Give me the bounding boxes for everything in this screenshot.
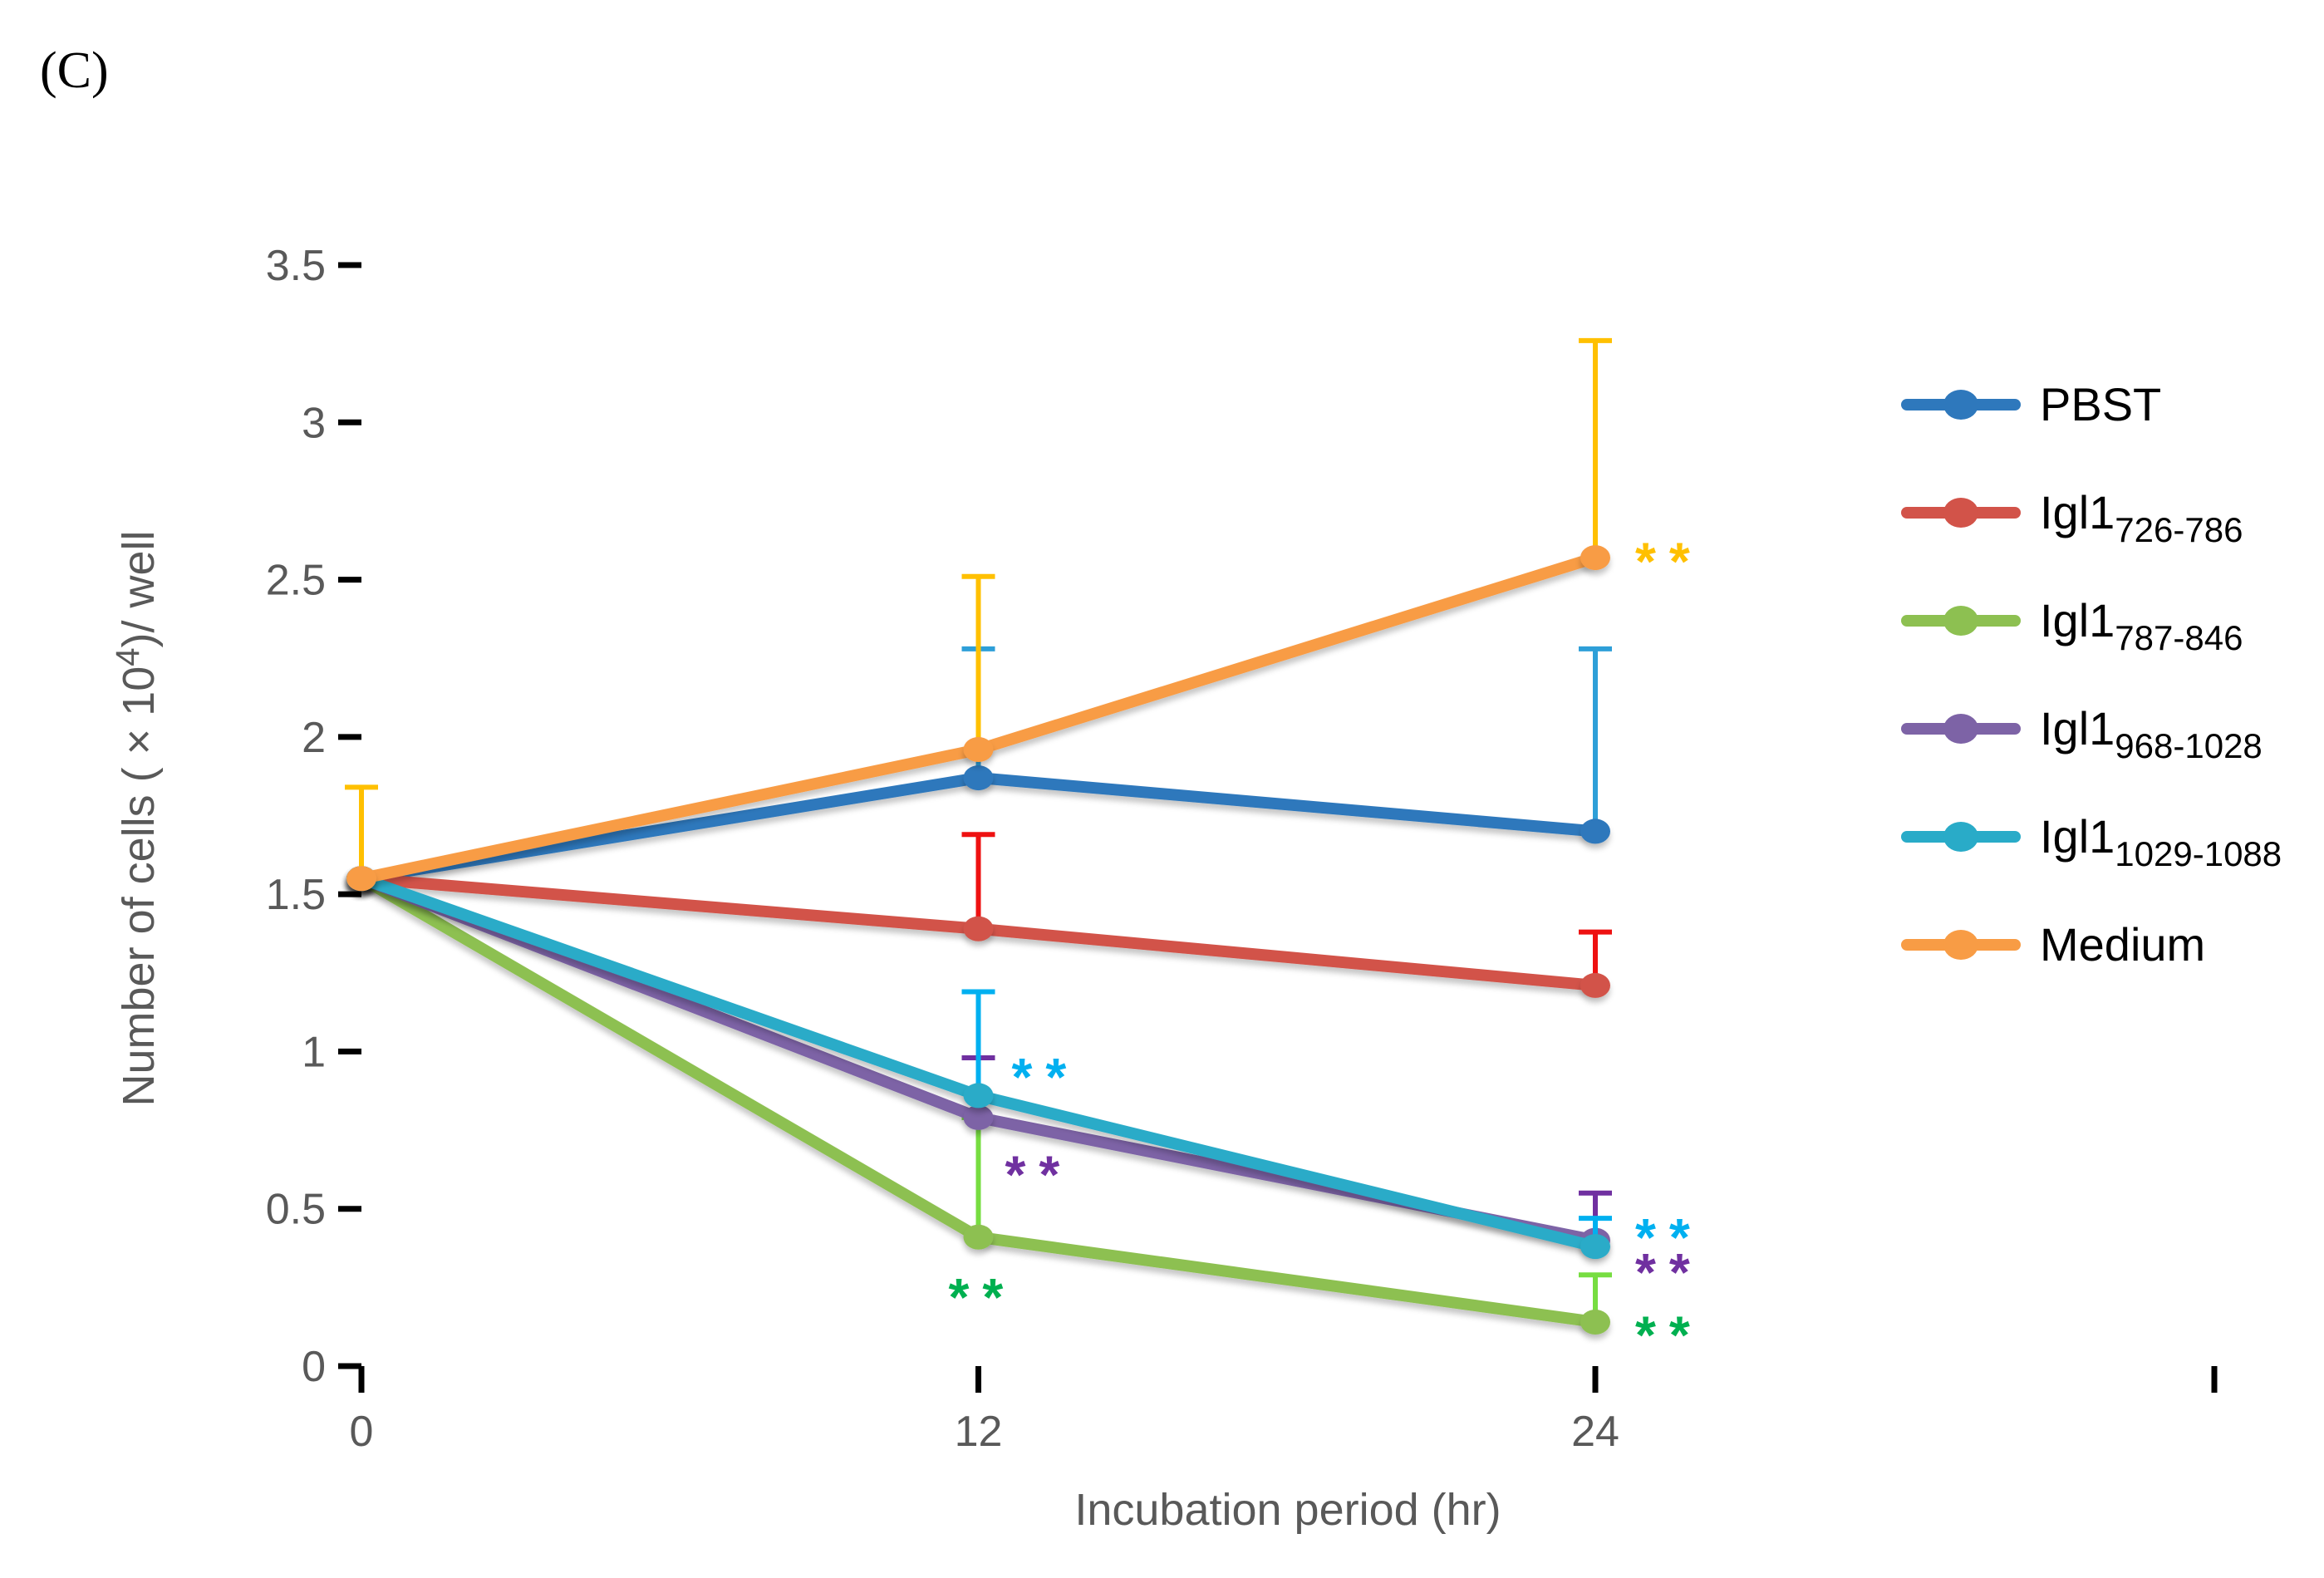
series-layer <box>345 337 1612 1335</box>
legend-swatch-marker <box>1943 498 1978 528</box>
significance-marker: ** <box>1635 531 1703 591</box>
legend-label: Igl1787-846 <box>2040 594 2243 657</box>
y-tick-label: 1.5 <box>266 871 326 919</box>
legend-label: PBST <box>2040 378 2161 430</box>
y-tick-label: 3 <box>302 399 326 447</box>
data-point-marker <box>1580 545 1610 571</box>
data-point-marker <box>1580 972 1610 998</box>
axes-layer: 0 0.5 1 1.5 2 2.5 3 3.5 0 12 24 <box>266 242 2218 1456</box>
significance-annotations: ************** <box>949 531 1703 1365</box>
legend-label-base: Igl1 <box>2040 594 2115 646</box>
legend-item-igl1-787-846: Igl1787-846 <box>1901 594 2243 657</box>
y-axis-title-text: Number of cells ( × 10 <box>114 666 164 1107</box>
figure-label: (C) <box>40 42 109 99</box>
legend-item-medium: Medium <box>1901 918 2205 971</box>
significance-marker: ** <box>949 1267 1017 1327</box>
data-point-marker <box>963 1083 994 1109</box>
data-point-marker <box>963 1224 994 1250</box>
legend: PBSTIgl1726-786Igl1787-846Igl1968-1028Ig… <box>1901 378 2282 971</box>
y-axis-title-superscript: 4 <box>110 648 146 666</box>
legend-item-igl1-726-786: Igl1726-786 <box>1901 486 2243 549</box>
data-point-marker <box>963 1104 994 1130</box>
legend-swatch-marker <box>1943 930 1978 960</box>
y-tick-label: 0.5 <box>266 1186 326 1234</box>
y-tick-label: 2 <box>302 714 326 762</box>
legend-label-base: PBST <box>2040 378 2161 430</box>
legend-label-subscript: 968-1028 <box>2115 726 2263 765</box>
legend-label: Igl11029-1088 <box>2040 810 2282 873</box>
legend-label: Igl1726-786 <box>2040 486 2243 549</box>
significance-marker: ** <box>1635 1207 1703 1267</box>
legend-label: Igl1968-1028 <box>2040 702 2263 765</box>
data-point-marker <box>1580 1310 1610 1335</box>
legend-label-base: Igl1 <box>2040 702 2115 755</box>
data-point-marker <box>1580 818 1610 844</box>
legend-item-igl1-968-1028: Igl1968-1028 <box>1901 702 2263 765</box>
x-axis-title: Incubation period (hr) <box>1074 1485 1501 1535</box>
y-tick-label: 2.5 <box>266 557 326 605</box>
data-point-marker <box>963 916 994 941</box>
x-tick-label: 24 <box>1571 1408 1619 1456</box>
legend-label-base: Igl1 <box>2040 810 2115 863</box>
legend-swatch-marker <box>1943 714 1978 744</box>
legend-label-subscript: 787-846 <box>2115 618 2243 657</box>
data-point-marker <box>346 866 376 892</box>
significance-marker: ** <box>1005 1145 1074 1205</box>
y-axis-title: Number of cells ( × 104)/ well <box>110 531 164 1107</box>
legend-label-subscript: 726-786 <box>2115 510 2243 549</box>
legend-swatch-marker <box>1943 822 1978 852</box>
significance-marker: ** <box>1635 1305 1703 1365</box>
legend-item-pbst: PBST <box>1901 378 2161 430</box>
y-axis-title-text-end: )/ well <box>114 531 164 648</box>
legend-item-igl1-1029-1088: Igl11029-1088 <box>1901 810 2282 873</box>
y-tick-label: 3.5 <box>266 242 326 290</box>
data-point-marker <box>963 765 994 791</box>
legend-label-subscript: 1029-1088 <box>2115 834 2282 873</box>
y-tick-label: 1 <box>302 1028 326 1076</box>
x-tick-label: 0 <box>350 1408 374 1456</box>
legend-swatch-marker <box>1943 606 1978 636</box>
significance-marker: ** <box>1635 1242 1703 1302</box>
significance-marker: ** <box>1012 1047 1080 1107</box>
series-medium <box>345 337 1612 892</box>
y-tick-label: 0 <box>302 1343 326 1391</box>
legend-label-base: Igl1 <box>2040 486 2115 538</box>
x-tick-label: 12 <box>955 1408 1003 1456</box>
legend-swatch-marker <box>1943 390 1978 420</box>
legend-label-base: Medium <box>2040 918 2205 971</box>
data-point-marker <box>963 737 994 762</box>
legend-label: Medium <box>2040 918 2205 971</box>
data-point-marker <box>1580 1234 1610 1260</box>
series-igl1-726-786 <box>346 832 1612 998</box>
